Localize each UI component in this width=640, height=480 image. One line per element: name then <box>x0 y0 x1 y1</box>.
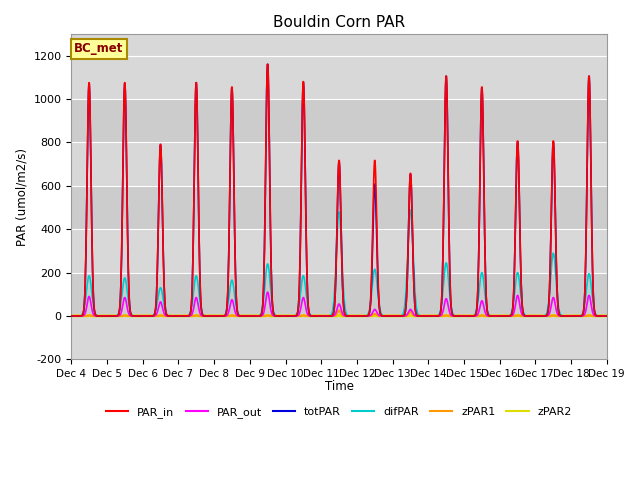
Bar <box>72 186 607 229</box>
Bar <box>72 273 607 316</box>
Y-axis label: PAR (umol/m2/s): PAR (umol/m2/s) <box>15 148 28 246</box>
X-axis label: Time: Time <box>324 381 353 394</box>
Title: Bouldin Corn PAR: Bouldin Corn PAR <box>273 15 405 30</box>
Bar <box>72 99 607 143</box>
Text: BC_met: BC_met <box>74 42 124 55</box>
Legend: PAR_in, PAR_out, totPAR, difPAR, zPAR1, zPAR2: PAR_in, PAR_out, totPAR, difPAR, zPAR1, … <box>102 402 577 422</box>
